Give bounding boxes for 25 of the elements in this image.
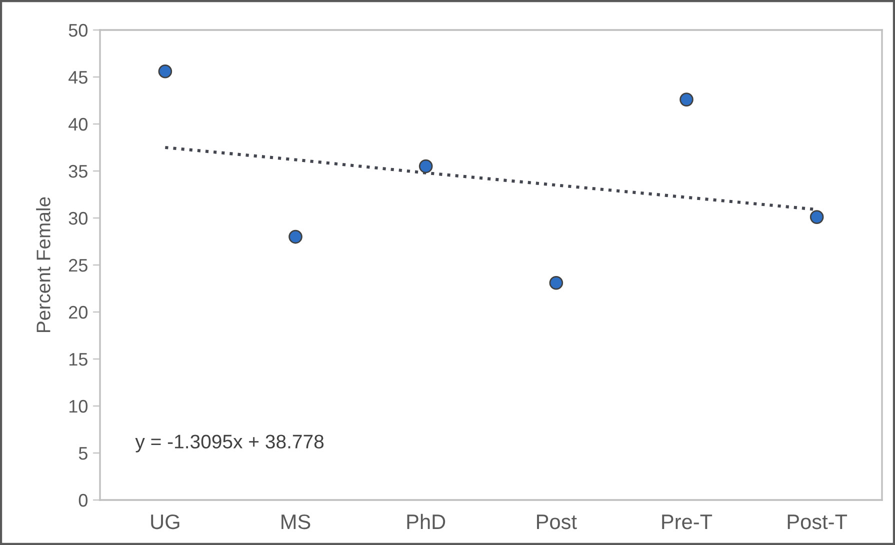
y-tick-label: 40	[68, 118, 88, 131]
y-tick-label: 30	[68, 212, 88, 225]
point	[158, 64, 172, 78]
y-tick-label: 5	[78, 447, 88, 460]
y-tick-label: 25	[69, 258, 88, 272]
x-tick-label: Pre-T	[662, 514, 712, 530]
point	[810, 210, 824, 224]
point	[288, 230, 302, 244]
y-tick-label: 45	[68, 71, 88, 84]
y-axis-title: Percent Female	[36, 197, 50, 332]
x-tick-label: Post	[537, 514, 577, 530]
point	[418, 159, 433, 174]
annotation: y = -1.3095x + 38.778	[135, 434, 324, 452]
x-tick-label: UG	[151, 514, 180, 530]
point	[549, 276, 564, 290]
y-tick-label: 0	[78, 494, 88, 507]
y-tick-label: 10	[69, 400, 88, 413]
point	[680, 92, 694, 106]
y-tick-label: 15	[69, 353, 88, 366]
x-tick-label: PhD	[407, 514, 446, 529]
x-tick-label: MS	[282, 514, 310, 530]
x-tick-label: Post-T	[788, 514, 848, 530]
y-tick-label: 20	[69, 306, 88, 319]
y-tick-label: 50	[68, 24, 88, 37]
y-tick-label: 35	[68, 164, 88, 178]
